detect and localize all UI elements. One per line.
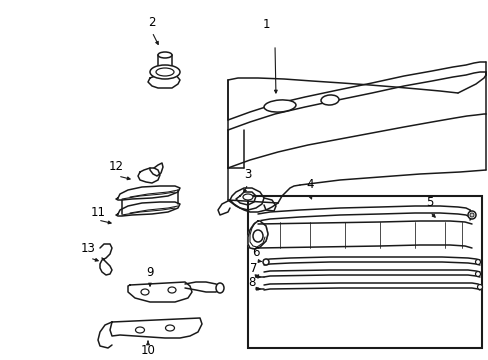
Ellipse shape	[165, 325, 174, 331]
Polygon shape	[247, 221, 267, 249]
Ellipse shape	[469, 213, 473, 217]
Text: 11: 11	[90, 206, 105, 219]
Bar	[247, 196, 481, 348]
Text: 1: 1	[262, 18, 269, 31]
Ellipse shape	[243, 194, 252, 200]
Text: 6: 6	[252, 246, 259, 258]
Ellipse shape	[476, 284, 482, 289]
Ellipse shape	[216, 283, 224, 293]
Ellipse shape	[252, 230, 263, 242]
Ellipse shape	[474, 271, 480, 276]
Text: 9: 9	[146, 266, 153, 279]
Text: 8: 8	[248, 275, 255, 288]
Text: 5: 5	[426, 195, 433, 208]
Ellipse shape	[156, 68, 174, 76]
Text: 7: 7	[250, 261, 257, 274]
Ellipse shape	[168, 287, 176, 293]
Text: 12: 12	[108, 159, 123, 172]
Text: 2: 2	[148, 15, 156, 28]
Ellipse shape	[158, 52, 172, 58]
Ellipse shape	[263, 259, 268, 265]
Polygon shape	[128, 282, 192, 302]
Text: 4: 4	[305, 179, 313, 192]
Ellipse shape	[141, 289, 149, 295]
Ellipse shape	[264, 100, 295, 112]
Text: 13: 13	[81, 243, 95, 256]
Ellipse shape	[467, 211, 475, 219]
Polygon shape	[110, 318, 202, 338]
Text: 10: 10	[140, 343, 155, 356]
Ellipse shape	[474, 260, 480, 265]
Text: 3: 3	[244, 167, 251, 180]
Ellipse shape	[320, 95, 338, 105]
Ellipse shape	[135, 327, 144, 333]
Ellipse shape	[150, 65, 180, 79]
